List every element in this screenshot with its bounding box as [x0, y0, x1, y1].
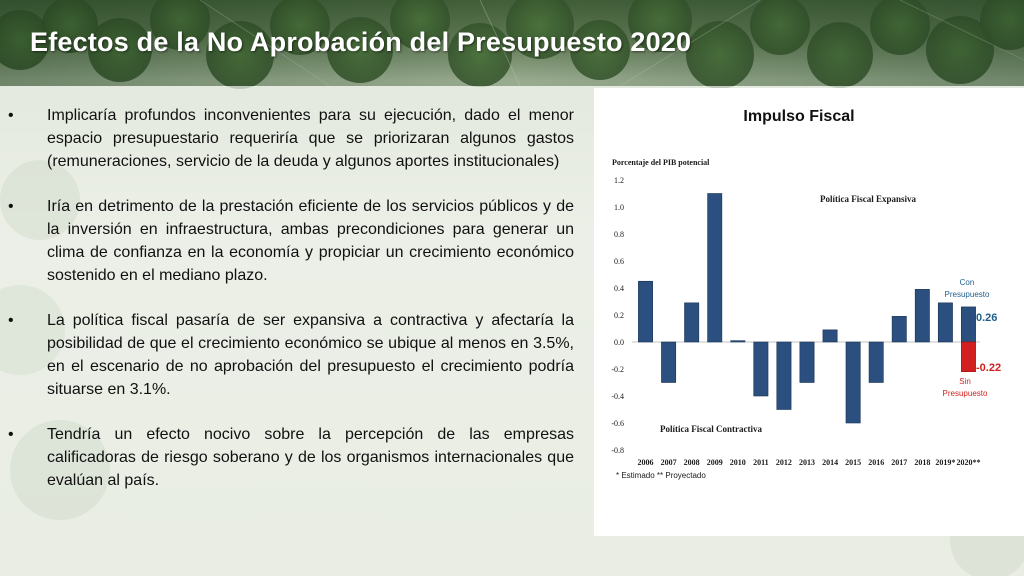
bar-con-presupuesto	[730, 340, 746, 343]
bullet-item: • La política fiscal pasaría de ser expa…	[8, 309, 574, 401]
x-tick-label: 2016	[868, 458, 884, 467]
x-tick-label: 2007	[661, 458, 677, 467]
x-tick-label: 2008	[684, 458, 700, 467]
bullet-list: • Implicaría profundos inconvenientes pa…	[8, 104, 574, 514]
x-tick-label: 2014	[822, 458, 838, 467]
bar-con-presupuesto	[661, 341, 677, 383]
chart-footnote: * Estimado ** Proyectado	[616, 471, 706, 480]
y-tick-label: 0.4	[614, 284, 624, 293]
con-presupuesto-label-line2: Presupuesto	[945, 290, 990, 299]
bar-con-presupuesto	[845, 341, 861, 424]
bar-con-presupuesto	[799, 341, 815, 383]
x-tick-label: 2020**	[956, 458, 980, 467]
bar-con-presupuesto	[937, 302, 953, 343]
y-tick-label: 0.0	[614, 338, 624, 347]
y-tick-label: -0.6	[611, 419, 624, 428]
sin-presupuesto-label-line1: Sin	[959, 377, 971, 386]
bullet-marker: •	[8, 198, 14, 215]
bar-con-presupuesto	[638, 280, 653, 343]
bar-con-presupuesto	[891, 316, 907, 343]
bar-con-presupuesto	[707, 193, 723, 343]
bullet-marker: •	[8, 312, 14, 329]
x-tick-label: 2018	[914, 458, 930, 467]
bullet-marker: •	[8, 426, 14, 443]
x-tick-label: 2011	[753, 458, 769, 467]
y-tick-label: -0.2	[611, 365, 624, 374]
y-tick-label: 0.8	[614, 230, 624, 239]
x-tick-label: 2012	[776, 458, 792, 467]
bullet-item: • Iría en detrimento de la prestación ef…	[8, 195, 574, 287]
x-tick-label: 2013	[799, 458, 815, 467]
x-tick-label: 2017	[891, 458, 907, 467]
bullet-item: • Tendría un efecto nocivo sobre la perc…	[8, 423, 574, 492]
sin-value-label: -0.22	[976, 362, 1001, 374]
x-tick-label: 2015	[845, 458, 861, 467]
bar-con-presupuesto	[822, 329, 838, 343]
bar-con-presupuesto	[684, 302, 700, 343]
y-tick-label: 1.0	[614, 203, 624, 212]
y-tick-label: 1.2	[614, 176, 624, 185]
bullet-text: Implicaría profundos inconvenientes para…	[47, 107, 574, 170]
x-tick-label: 2006	[638, 458, 654, 467]
slide-title: Efectos de la No Aprobación del Presupue…	[30, 27, 692, 57]
bar-sin-presupuesto	[961, 341, 976, 373]
y-axis-label: Porcentaje del PIB potencial	[612, 158, 710, 167]
bar-con-presupuesto	[753, 341, 769, 397]
y-tick-label: -0.8	[611, 446, 624, 455]
chart-panel: Impulso Fiscal Porcentaje del PIB potenc…	[594, 88, 1024, 536]
header-bar	[0, 0, 1024, 86]
x-tick-label: 2019*	[935, 458, 955, 467]
y-tick-label: 0.2	[614, 311, 624, 320]
bullet-text: Tendría un efecto nocivo sobre la percep…	[47, 426, 574, 489]
annotation-expansive: Política Fiscal Expansiva	[820, 194, 917, 204]
bar-con-presupuesto	[961, 306, 976, 343]
bullet-item: • Implicaría profundos inconvenientes pa…	[8, 104, 574, 173]
bullet-text: La política fiscal pasaría de ser expans…	[47, 312, 574, 398]
impulso-fiscal-chart: Porcentaje del PIB potencial 1.2 1.0 0.8 0.…	[611, 158, 1001, 480]
x-tick-label: 2009	[707, 458, 723, 467]
bar-con-presupuesto	[776, 341, 792, 410]
y-tick-label: 0.6	[614, 257, 624, 266]
bar-con-presupuesto	[914, 289, 930, 343]
annotation-contractive: Política Fiscal Contractiva	[660, 424, 762, 434]
con-presupuesto-label-line1: Con	[960, 278, 975, 287]
bar-con-presupuesto	[868, 341, 884, 383]
sin-presupuesto-label-line2: Presupuesto	[943, 389, 988, 398]
chart-title: Impulso Fiscal	[743, 108, 855, 125]
y-tick-label: -0.4	[611, 392, 624, 401]
bullet-text: Iría en detrimento de la prestación efic…	[47, 198, 574, 284]
x-tick-label: 2010	[730, 458, 746, 467]
bullet-marker: •	[8, 107, 14, 124]
con-value-label: 0.26	[976, 312, 997, 324]
